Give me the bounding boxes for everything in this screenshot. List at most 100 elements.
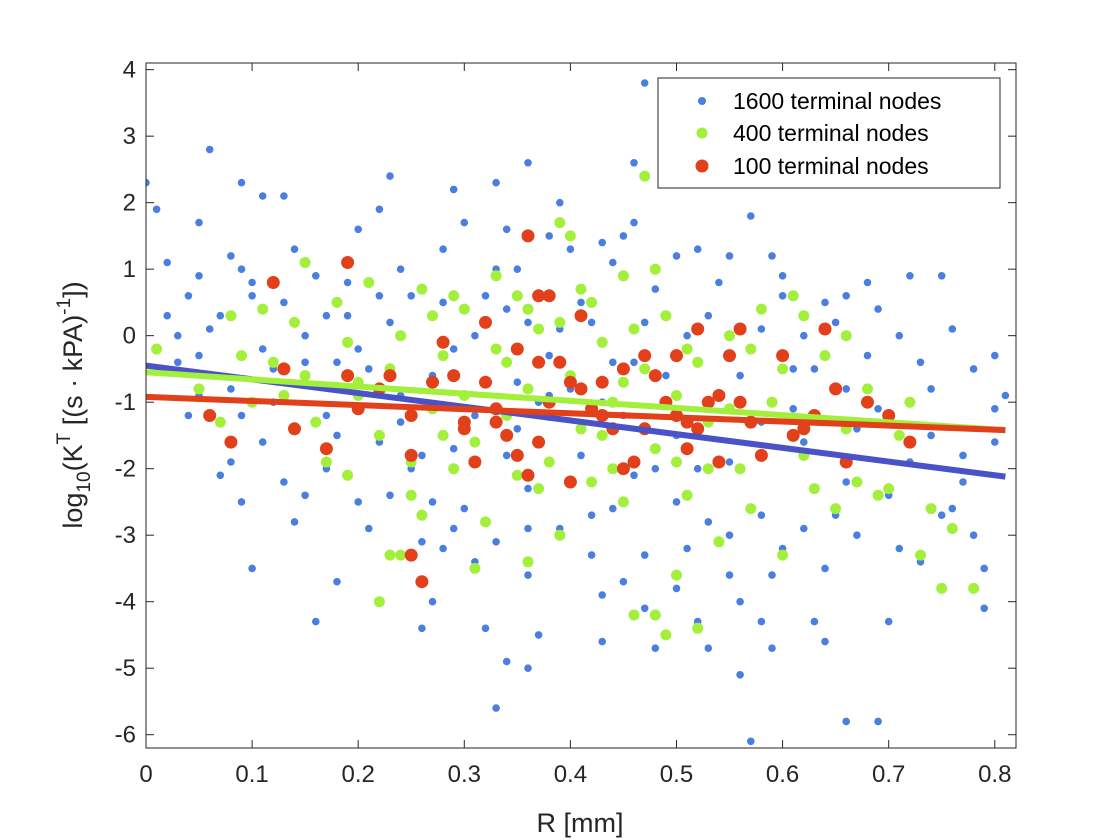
data-point-100-15 bbox=[436, 335, 450, 349]
data-point-1600-2 bbox=[205, 145, 214, 154]
data-point-1600-148 bbox=[184, 411, 193, 420]
data-point-100-20 bbox=[479, 375, 492, 389]
data-point-1600-139 bbox=[354, 345, 363, 353]
data-point-400-31 bbox=[554, 316, 566, 328]
data-point-400-35 bbox=[586, 476, 598, 488]
y-tick-label: 0 bbox=[123, 323, 136, 350]
data-point-400-53 bbox=[713, 536, 725, 548]
data-point-1600-23 bbox=[248, 564, 256, 573]
data-point-400-55 bbox=[734, 463, 746, 475]
data-point-400-0 bbox=[151, 343, 163, 355]
data-point-1600-150 bbox=[163, 311, 171, 320]
data-point-1600-9 bbox=[630, 159, 638, 167]
data-point-1600-167 bbox=[789, 405, 797, 413]
data-point-1600-122 bbox=[747, 737, 755, 746]
data-point-100-40 bbox=[616, 462, 630, 476]
data-point-1600-161 bbox=[630, 358, 638, 367]
data-point-1600-7 bbox=[524, 159, 532, 167]
data-point-1600-25 bbox=[258, 345, 267, 353]
data-point-400-79 bbox=[395, 549, 407, 561]
data-point-1600-146 bbox=[227, 385, 235, 393]
data-point-1600-226 bbox=[778, 272, 787, 280]
data-point-1600-63 bbox=[577, 451, 585, 460]
data-point-400-111 bbox=[554, 529, 566, 541]
data-point-1600-119 bbox=[937, 272, 946, 280]
data-point-400-112 bbox=[617, 376, 629, 388]
data-point-400-69 bbox=[883, 483, 895, 495]
data-point-1600-76 bbox=[683, 544, 691, 553]
data-point-1600-31 bbox=[322, 411, 331, 420]
data-point-1600-39 bbox=[386, 318, 394, 327]
data-point-100-9 bbox=[383, 369, 397, 383]
data-point-1600-138 bbox=[365, 524, 373, 533]
y-tick-label: 1 bbox=[123, 256, 136, 283]
data-point-100-26 bbox=[521, 229, 535, 243]
data-point-400-90 bbox=[671, 456, 682, 468]
data-point-100-4 bbox=[288, 422, 301, 436]
data-point-400-110 bbox=[511, 469, 523, 481]
data-point-400-50 bbox=[692, 622, 704, 634]
data-point-400-29 bbox=[543, 456, 555, 468]
data-point-1600-110 bbox=[948, 325, 957, 333]
data-point-400-44 bbox=[649, 609, 661, 621]
data-point-400-98 bbox=[649, 263, 661, 275]
data-point-100-67 bbox=[712, 389, 726, 402]
data-point-1600-102 bbox=[863, 278, 872, 287]
data-point-400-36 bbox=[596, 336, 608, 348]
data-point-100-44 bbox=[648, 369, 662, 383]
legend-label-400: 400 terminal nodes bbox=[733, 120, 929, 146]
data-point-100-61 bbox=[829, 382, 843, 396]
data-point-100-42 bbox=[638, 349, 652, 363]
data-point-400-57 bbox=[755, 303, 767, 315]
data-point-1600-64 bbox=[587, 511, 596, 519]
data-point-1600-18 bbox=[195, 351, 203, 360]
data-point-400-66 bbox=[851, 476, 863, 488]
legend-marker-1600 bbox=[698, 97, 706, 105]
data-point-1600-133 bbox=[471, 331, 479, 340]
x-tick-label: 0.1 bbox=[235, 761, 268, 788]
plot-frame bbox=[145, 62, 1017, 749]
data-point-100-13 bbox=[415, 575, 429, 589]
data-point-1600-13 bbox=[184, 292, 193, 300]
data-point-1600-123 bbox=[725, 571, 734, 579]
data-point-1600-70 bbox=[640, 551, 649, 559]
data-point-1600-75 bbox=[672, 498, 681, 506]
data-point-1600-108 bbox=[927, 431, 935, 440]
data-point-1600-153 bbox=[237, 265, 246, 274]
data-point-100-35 bbox=[574, 382, 588, 396]
data-point-1600-221 bbox=[630, 218, 638, 227]
data-point-1600-81 bbox=[725, 531, 734, 539]
data-point-1600-156 bbox=[386, 491, 394, 500]
data-point-400-73 bbox=[936, 582, 948, 594]
y-tick-label: -2 bbox=[115, 456, 136, 483]
data-point-100-16 bbox=[447, 369, 461, 383]
fit-lines bbox=[146, 362, 1006, 480]
data-point-1600-52 bbox=[502, 305, 511, 313]
data-point-1600-27 bbox=[280, 478, 288, 486]
data-point-400-41 bbox=[639, 170, 651, 182]
x-axis-ticks: 0 0.1 0.2 0.3 0.4 0.5 0.6 0.7 0.8 bbox=[139, 63, 1011, 788]
data-point-100-6 bbox=[341, 256, 355, 269]
data-point-400-46 bbox=[660, 310, 672, 322]
data-point-1600-29 bbox=[301, 358, 309, 367]
data-point-400-9 bbox=[342, 469, 354, 481]
y-tick-label: 4 bbox=[123, 57, 136, 84]
data-point-1600-93 bbox=[800, 524, 808, 533]
data-point-400-34 bbox=[586, 296, 598, 308]
data-point-400-26 bbox=[522, 383, 534, 395]
data-point-400-13 bbox=[384, 549, 396, 561]
legend-marker-100 bbox=[695, 159, 709, 173]
data-point-1600-162 bbox=[651, 464, 660, 473]
data-point-400-2 bbox=[225, 310, 237, 322]
data-point-1600-118 bbox=[959, 478, 967, 486]
data-point-400-25 bbox=[511, 290, 523, 302]
data-point-400-88 bbox=[564, 230, 576, 242]
data-point-400-18 bbox=[437, 350, 449, 362]
data-point-1600-15 bbox=[216, 311, 225, 320]
data-point-400-30 bbox=[554, 217, 566, 229]
data-point-1600-173 bbox=[927, 385, 935, 393]
data-point-1600-60 bbox=[545, 232, 553, 240]
data-point-100-2 bbox=[266, 276, 280, 289]
data-point-400-75 bbox=[236, 350, 247, 362]
data-point-1600-142 bbox=[301, 491, 309, 500]
